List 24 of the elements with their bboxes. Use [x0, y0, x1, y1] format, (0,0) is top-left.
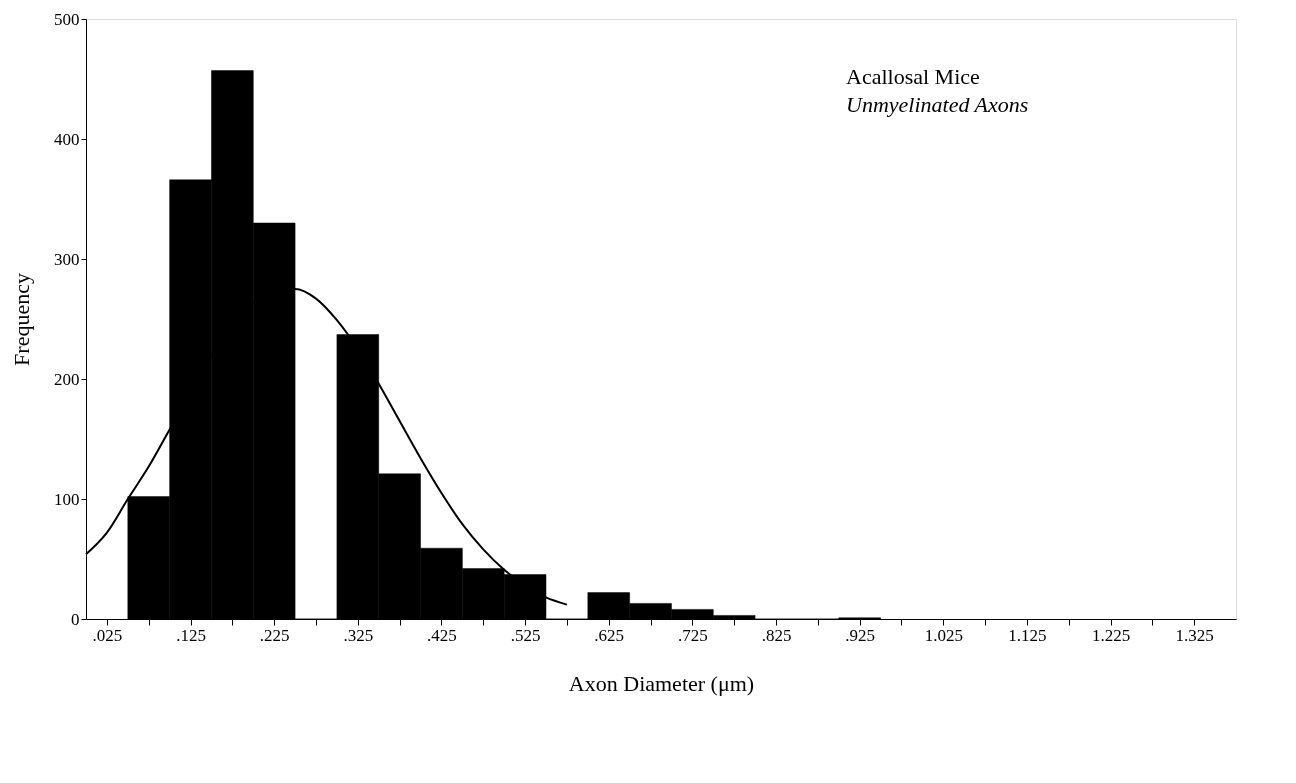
- y-tick-label: 300: [54, 249, 80, 269]
- x-tick-label: .925: [845, 625, 876, 645]
- x-axis-title: Axon Diameter (μm): [568, 670, 755, 696]
- annotation: Unmyelinated Axons: [846, 92, 1029, 117]
- x-tick-label: .425: [427, 625, 457, 645]
- y-tick-label: 500: [54, 9, 80, 29]
- x-tick-label: 1.225: [1091, 625, 1131, 645]
- x-tick-label: 1.125: [1008, 625, 1047, 645]
- y-axis-title: Frequency: [9, 273, 34, 366]
- x-tick-label: .325: [343, 625, 374, 645]
- annotation: Acallosal Mice: [846, 64, 980, 89]
- x-tick-label: .725: [677, 625, 708, 645]
- x-tick-label: .625: [594, 625, 625, 645]
- y-tick-label: 100: [54, 489, 80, 509]
- x-tick-label: .125: [176, 625, 206, 645]
- y-tick-label: 400: [54, 129, 80, 149]
- y-tick-label: 0: [71, 609, 80, 629]
- y-tick-label: 200: [54, 369, 80, 389]
- x-tick-label: .025: [92, 625, 123, 645]
- x-tick-label: .225: [259, 625, 290, 645]
- x-tick-label: 1.325: [1175, 625, 1214, 645]
- x-tick-label: 1.025: [924, 625, 963, 645]
- x-tick-label: .525: [510, 625, 541, 645]
- x-tick-label: .825: [761, 625, 792, 645]
